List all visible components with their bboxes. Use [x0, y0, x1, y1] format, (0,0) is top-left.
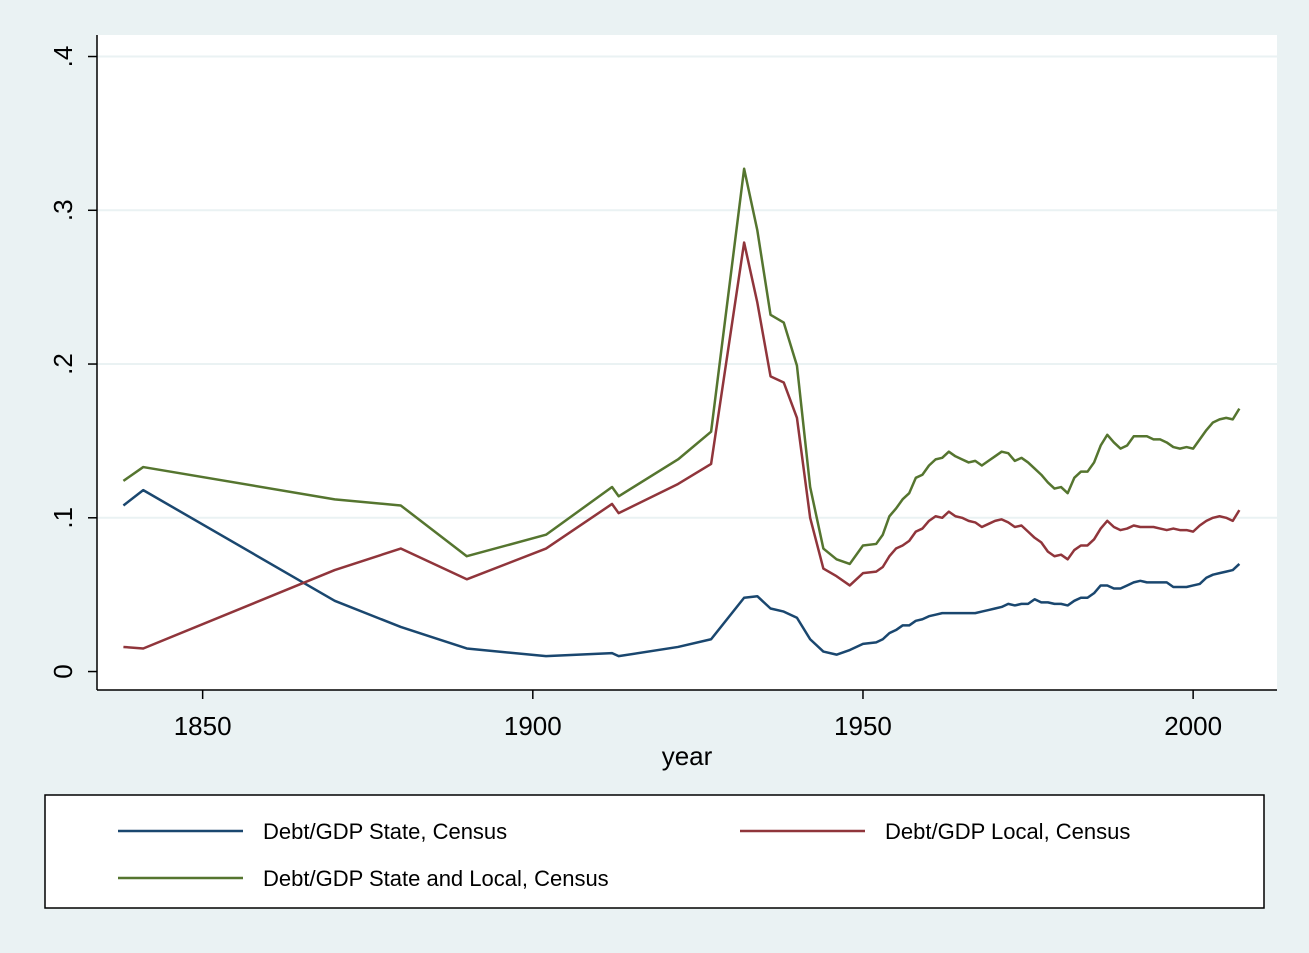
series-line [123, 241, 1241, 650]
y-tick-label: 0 [48, 664, 78, 678]
y-tick-label: .3 [48, 199, 78, 221]
x-tick-label: 1950 [834, 711, 892, 741]
x-axis-label: year [662, 741, 713, 771]
series-line [122, 488, 1241, 658]
x-tick-label: 1850 [174, 711, 232, 741]
y-tick-label: .1 [48, 507, 78, 529]
legend-label: Debt/GDP Local, Census [885, 819, 1130, 844]
plot-area [97, 35, 1277, 690]
y-tick-label: .4 [48, 46, 78, 68]
legend-label: Debt/GDP State and Local, Census [263, 866, 609, 891]
series-line [122, 167, 1241, 566]
x-tick-label: 2000 [1164, 711, 1222, 741]
legend-box [44, 794, 1265, 909]
y-tick-label: .2 [48, 353, 78, 375]
x-tick-label: 1900 [504, 711, 562, 741]
legend-label: Debt/GDP State, Census [263, 819, 507, 844]
